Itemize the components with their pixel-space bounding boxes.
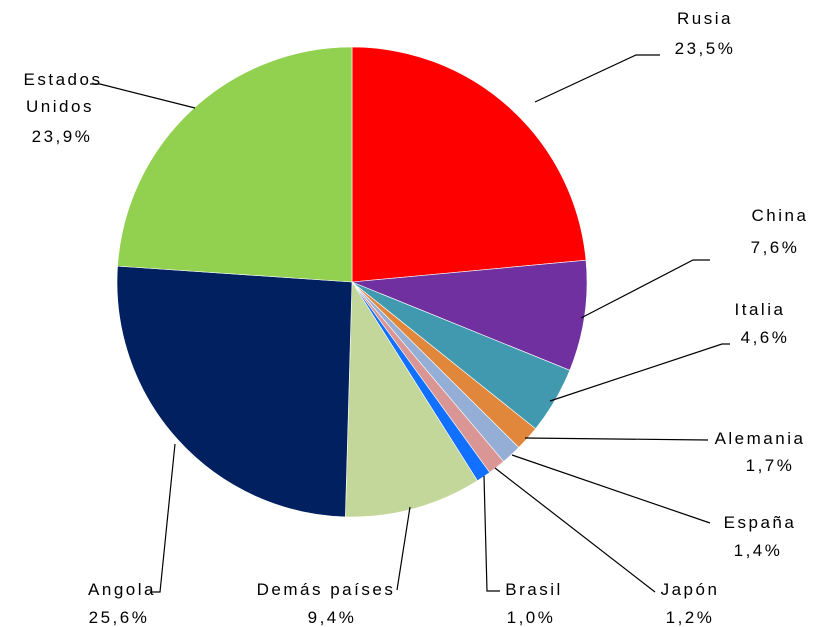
pie-slice-demas-paises [345,281,478,518]
leader-lines [90,54,730,593]
pie-slice-estados-unidos [117,46,353,283]
slice-label-demas-paises: Demás países [257,580,396,599]
slice-label-espana: España [724,513,797,532]
slice-value-alemania: 1,7% [746,456,795,475]
leader-line-demas-paises [396,506,411,591]
slice-label-angola: Angola [88,580,156,599]
leader-line-italia [549,343,730,402]
slice-label-estados-unidos: Estados [24,70,103,89]
leader-line-brasil [483,475,500,592]
slice-value-brasil: 1,0% [507,608,556,627]
slice-value-italia: 4,6% [741,328,790,347]
slice-value-rusia: 23,5% [675,39,736,58]
slice-label-brasil: Brasil [505,580,563,599]
slice-value-estados-unidos: 23,9% [32,127,93,146]
leader-line-japon [494,467,656,593]
slice-value-china: 7,6% [751,238,800,257]
slice-label-japon: Japón [661,580,720,599]
slice-value-espana: 1,4% [734,541,783,560]
slice-label-italia: Italia [735,300,786,319]
slice-label-alemania: Alemania [715,429,806,448]
leader-line-rusia [534,54,660,103]
leader-line-estados-unidos [90,83,196,109]
leader-line-china [580,259,710,319]
slice-labels: Rusia 23,5% China 7,6% Italia 4,6% Alemania 1,7… [24,9,809,627]
pie-slices [116,46,588,518]
slice-value-demas-paises: 9,4% [308,608,357,627]
slice-label-rusia: Rusia [677,9,733,28]
slice-label-china: China [752,206,809,225]
pie-slice-rusia [351,46,587,283]
leader-line-alemania [524,437,709,441]
slice-label-estados-unidos: Unidos [26,97,94,116]
slice-value-angola: 25,6% [89,608,150,627]
slice-value-japon: 1,2% [666,608,715,627]
leader-line-espana [511,454,711,524]
pie-slice-angola [116,265,353,518]
leader-line-angola [150,443,176,593]
